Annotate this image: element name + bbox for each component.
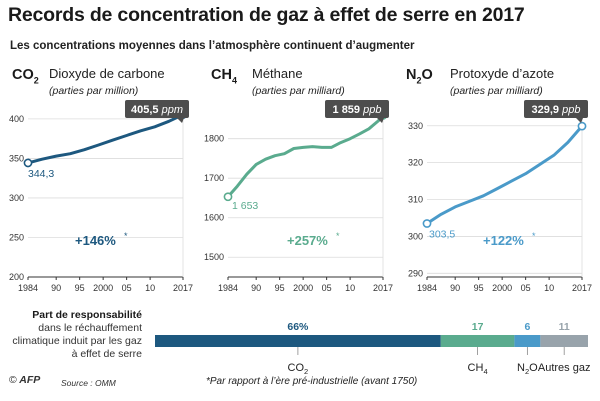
share-bar-segment — [540, 335, 588, 347]
series-line — [26, 113, 185, 165]
share-gas-label: N2O — [517, 362, 538, 376]
x-tick-label: 10 — [345, 283, 355, 293]
y-tick-label: 320 — [408, 158, 423, 168]
increase-label: +122% — [483, 233, 524, 248]
start-value-label: 303,5 — [429, 229, 455, 241]
source-text: Source : OMM — [61, 378, 116, 388]
line-chart-2: Méthane (parties par milliard) 1500 1600 170… — [204, 66, 393, 293]
start-value-label: 344,3 — [28, 168, 54, 180]
increase-label: +257% — [287, 233, 328, 248]
y-tick-label: 1600 — [204, 213, 224, 223]
gas-unit: (parties par million) — [49, 85, 138, 97]
x-tick-label: 2000 — [492, 283, 512, 293]
copyright-symbol: © — [9, 374, 17, 386]
gas-name: Dioxyde de carbone — [49, 66, 165, 81]
end-value-pointer — [177, 118, 184, 123]
page-title: Records de concentration de gaz à effet … — [8, 4, 525, 26]
x-tick-label: 2017 — [173, 283, 193, 293]
share-description: dans le réchauffement climatique induit … — [12, 322, 142, 360]
x-tick-label: 95 — [474, 283, 484, 293]
gas-unit: (parties par milliard) — [252, 85, 345, 97]
line-chart-1: Dioxyde de carbone (parties par million) 2… — [9, 66, 193, 293]
share-bar-segment — [155, 335, 441, 347]
page-subtitle: Les concentrations moyennes dans l’atmos… — [10, 40, 415, 52]
x-tick-label: 10 — [145, 283, 155, 293]
gas-name: Méthane — [252, 66, 303, 81]
share-bar-segment — [514, 335, 541, 347]
start-value-label: 1 653 — [232, 200, 258, 212]
x-tick-label: 95 — [75, 283, 85, 293]
share-title: Part de responsabilité — [32, 309, 142, 321]
end-point — [577, 121, 587, 131]
afp-credit: © AFP — [9, 374, 40, 386]
increase-asterisk: * — [336, 231, 340, 241]
x-tick-label: 05 — [122, 283, 132, 293]
start-point — [223, 192, 233, 202]
gas-name: Protoxyde d’azote — [450, 66, 554, 81]
gas-formula: CH4 — [211, 67, 237, 85]
x-tick-label: 2017 — [373, 283, 393, 293]
start-point — [23, 158, 33, 168]
x-tick-label: 1984 — [417, 283, 437, 293]
y-tick-label: 1700 — [204, 173, 224, 183]
x-tick-label: 05 — [322, 283, 332, 293]
gas-formula: N2O — [406, 67, 433, 85]
end-value-box — [125, 100, 189, 118]
end-value-box — [524, 100, 588, 118]
share-value-label: 6 — [524, 321, 530, 333]
x-tick-label: 95 — [275, 283, 285, 293]
x-tick-label: 2000 — [93, 283, 113, 293]
end-value-box — [325, 100, 389, 118]
x-tick-label: 1984 — [218, 283, 238, 293]
footnote: *Par rapport à l’ère pré-industrielle (a… — [206, 376, 418, 387]
x-tick-label: 2017 — [572, 283, 592, 293]
end-value-label: 1 859 ppb — [333, 104, 382, 116]
y-tick-label: 1500 — [204, 252, 224, 262]
share-label: Part de responsabilité dans le réchauffe… — [8, 309, 142, 361]
y-tick-label: 350 — [9, 153, 24, 163]
increase-label: +146% — [75, 233, 116, 248]
increase-asterisk: * — [532, 231, 536, 241]
end-value-pointer — [576, 118, 583, 123]
x-tick-label: 05 — [521, 283, 531, 293]
y-tick-label: 200 — [9, 272, 24, 282]
afp-logo: AFP — [19, 374, 41, 386]
end-value-pointer — [377, 118, 384, 123]
y-tick-label: 250 — [9, 232, 24, 242]
share-bar-chart: 66% CO2 17 CH4 6 N2O 11 Autres gaz — [155, 321, 590, 376]
share-gas-label: CH4 — [468, 362, 488, 376]
end-value-label: 329,9 ppb — [532, 104, 581, 116]
y-tick-label: 1800 — [204, 134, 224, 144]
y-tick-label: 310 — [408, 195, 423, 205]
y-tick-label: 300 — [408, 231, 423, 241]
y-tick-label: 330 — [408, 121, 423, 131]
y-tick-label: 300 — [9, 193, 24, 203]
x-tick-label: 90 — [51, 283, 61, 293]
series-line — [226, 113, 385, 199]
x-tick-label: 1984 — [18, 283, 38, 293]
start-point — [422, 219, 432, 228]
end-value-label: 405,5 ppm — [131, 104, 183, 116]
series-line — [425, 124, 584, 225]
x-tick-label: 2000 — [293, 283, 313, 293]
x-tick-label: 90 — [450, 283, 460, 293]
gas-formula: CO2 — [12, 67, 39, 85]
gas-unit: (parties par milliard) — [450, 85, 543, 97]
share-gas-label: CO2 — [288, 362, 309, 376]
share-value-label: 17 — [472, 321, 484, 333]
share-bar-segment — [440, 335, 515, 347]
line-chart-3: Protoxyde d’azote (parties par milliard) 2… — [408, 66, 592, 293]
x-tick-label: 90 — [251, 283, 261, 293]
y-tick-label: 290 — [408, 268, 423, 278]
x-tick-label: 10 — [544, 283, 554, 293]
increase-asterisk: * — [124, 231, 128, 241]
share-value-label: 66% — [287, 321, 309, 333]
share-gas-label: Autres gaz — [538, 362, 591, 374]
y-tick-label: 400 — [9, 114, 24, 124]
share-value-label: 11 — [559, 321, 570, 333]
